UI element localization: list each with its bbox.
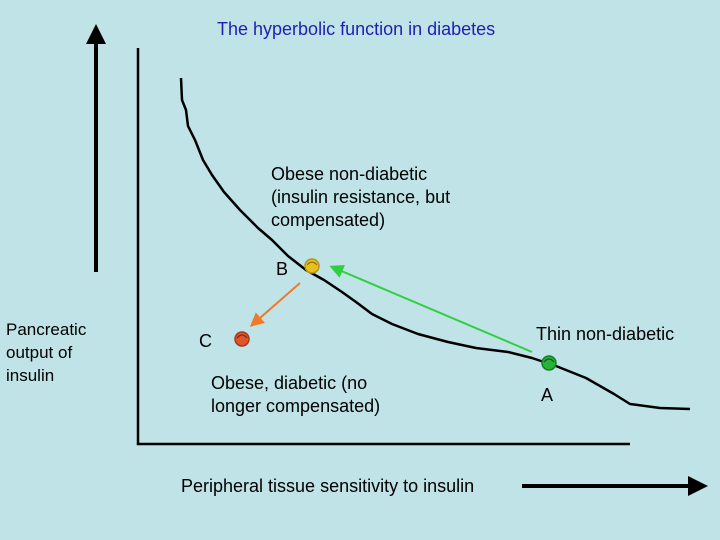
point-c-marker xyxy=(234,331,250,347)
point-b-description: Obese non-diabetic (insulin resistance, … xyxy=(271,164,451,230)
point-c-description: Obese, diabetic (no longer compensated) xyxy=(211,373,381,416)
x-axis-label: Peripheral tissue sensitivity to insulin xyxy=(181,476,475,496)
point-c-label: C xyxy=(199,331,212,351)
arrow-b-to-c xyxy=(249,282,301,327)
y-axis-label: Pancreatic output of insulin xyxy=(6,320,87,385)
point-b-label: B xyxy=(276,259,289,279)
point-b-marker xyxy=(304,258,320,274)
arrow-a-to-b xyxy=(329,264,533,353)
point-a-description: Thin non-diabetic xyxy=(536,324,675,344)
axes xyxy=(136,48,630,446)
diagram-title: The hyperbolic function in diabetes xyxy=(217,19,496,39)
hyperbolic-curve xyxy=(179,77,691,411)
point-a-marker xyxy=(541,355,557,371)
point-a-label: A xyxy=(541,385,554,405)
